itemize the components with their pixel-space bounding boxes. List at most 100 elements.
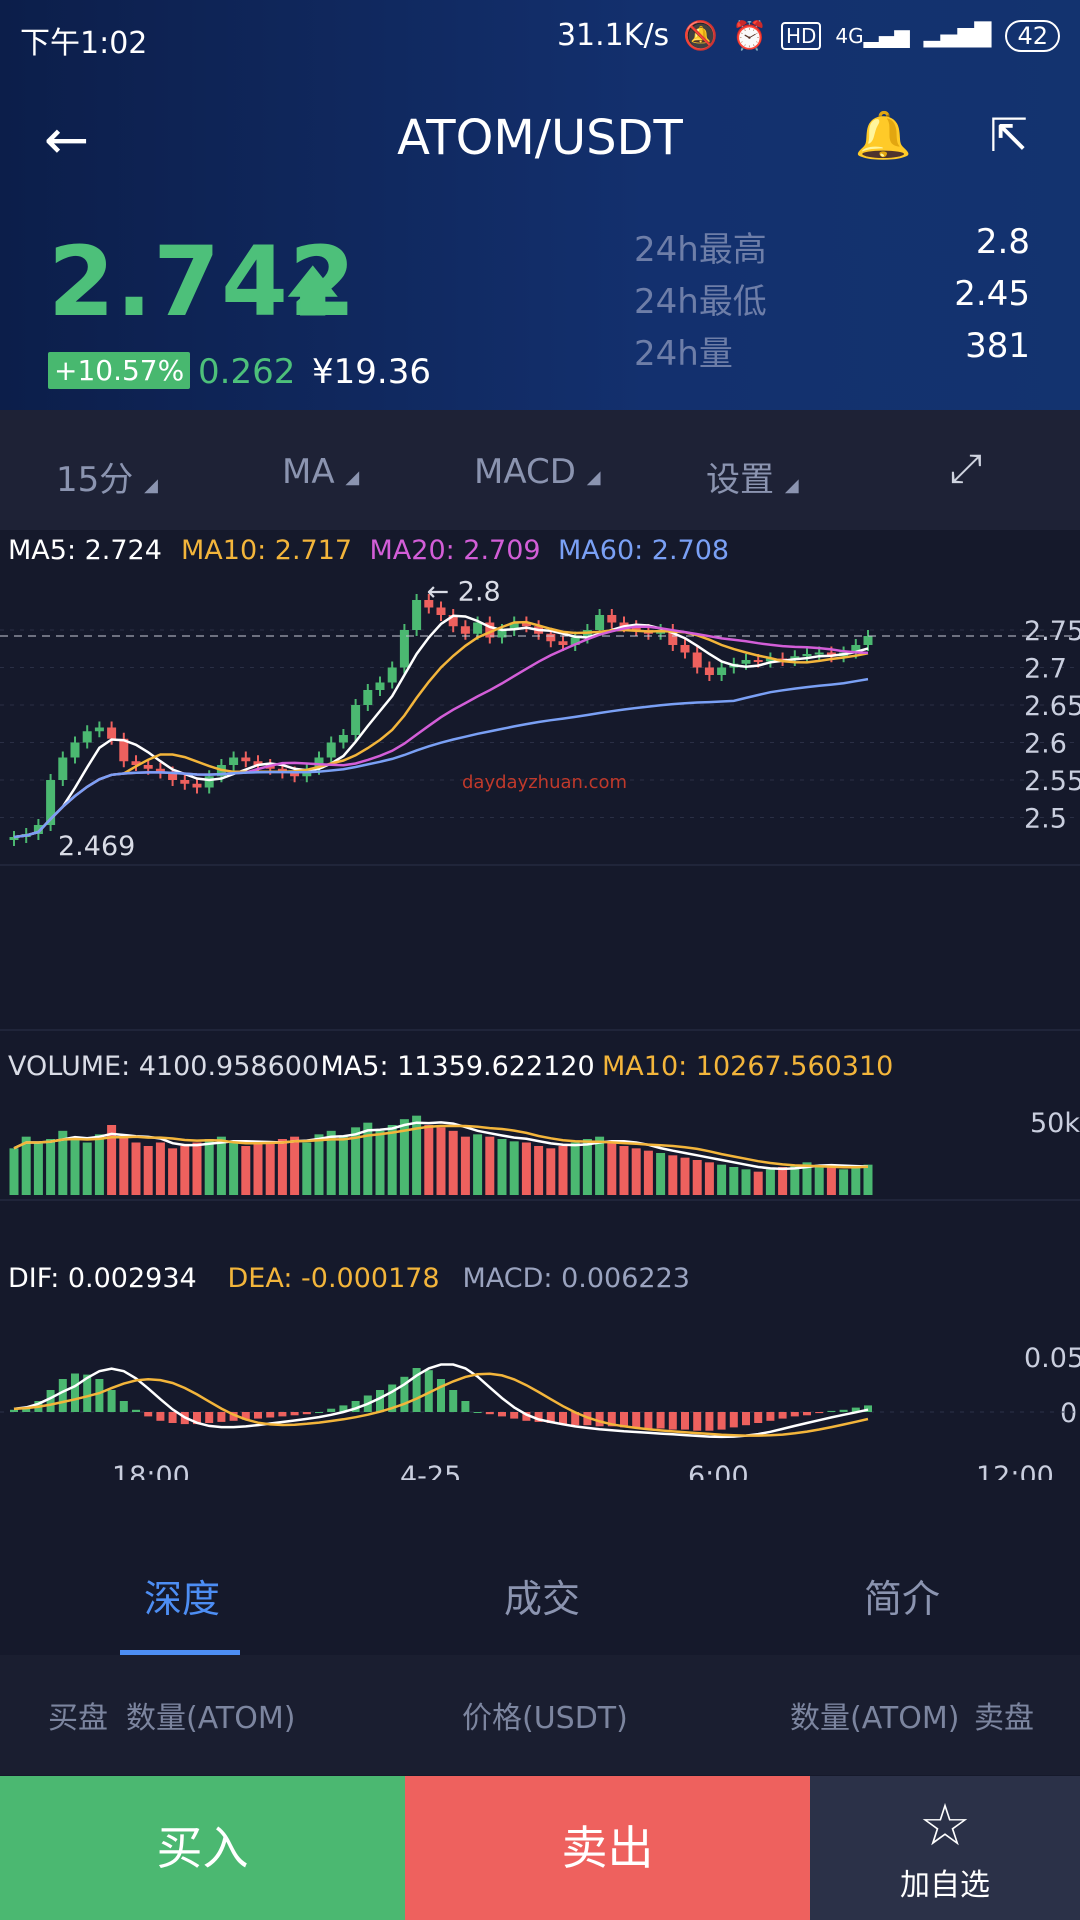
bell-plus-icon[interactable]: 🔔 [854, 108, 912, 162]
volume-bar [851, 1167, 861, 1195]
macd-bar [351, 1401, 360, 1412]
indicator-label: MA [282, 452, 335, 492]
candle-body [692, 652, 702, 668]
volume-bar [619, 1146, 629, 1195]
candle-body [802, 654, 812, 657]
price-tick-label: 2.5 [1024, 804, 1067, 835]
settings-dropdown[interactable]: 设置 ◢ [706, 452, 799, 501]
macd-bar [473, 1412, 482, 1413]
interval-dropdown[interactable]: 15分 ◢ [56, 452, 158, 501]
macd-bar [46, 1390, 55, 1412]
candle-body [485, 622, 495, 638]
macd-bar [229, 1412, 238, 1421]
price-column-label: 价格(USDT) [462, 1701, 628, 1736]
volume-bar [656, 1153, 666, 1195]
ticker-header: 下午1:02 31.1K/s 🔕 ⏰ HD 4G▂▄▆ ▂▄▆█ 42 ← AT… [0, 0, 1080, 410]
cny-price: ¥19.36 [312, 352, 431, 392]
macd-bar [571, 1412, 580, 1426]
macd-tick-label: 0.05 [1024, 1343, 1080, 1374]
volume-bar [314, 1134, 324, 1195]
volume-bar [668, 1155, 678, 1195]
macd-bar [534, 1412, 543, 1422]
macd-bar [302, 1412, 311, 1415]
legend-label: MA20: 2.709 [370, 535, 541, 566]
price-tick-label: 2.55 [1024, 766, 1080, 797]
macd-bar [803, 1412, 811, 1416]
macd-bar [119, 1401, 128, 1412]
volume-bar [680, 1157, 690, 1195]
page-title: ATOM/USDT [397, 110, 683, 166]
tab-trades[interactable]: 成交 [504, 1577, 581, 1621]
stat-low: 24h最低 2.45 [634, 274, 1030, 323]
price-tick-label: 2.7 [1024, 654, 1067, 685]
macd-bar [193, 1412, 201, 1425]
macd-bar [729, 1412, 738, 1428]
dropdown-caret-icon: ◢ [144, 475, 158, 496]
candle-body [826, 652, 836, 657]
legend-label: MA60: 2.708 [558, 535, 729, 566]
signal-icon: ▂▄▆█ [923, 23, 992, 48]
macd-bar [839, 1409, 848, 1412]
volume-bar [192, 1142, 202, 1195]
indicator-dropdown[interactable]: MA ◢ [282, 452, 359, 492]
ma-line [13, 620, 869, 839]
volume-bar [582, 1139, 592, 1195]
tab-depth[interactable]: 深度 [144, 1577, 221, 1621]
expand-icon[interactable]: ⤢ [950, 446, 982, 492]
volume-bar [473, 1134, 483, 1195]
macd-bar [132, 1409, 140, 1412]
volume-bar [351, 1127, 361, 1195]
macd-bar [461, 1401, 470, 1412]
volume-bar [863, 1164, 873, 1195]
kline-chart[interactable]: MA5: 2.724 MA10: 2.717 MA20: 2.709 MA60: 2.… [0, 530, 1080, 1480]
buy-button[interactable]: 买入 [0, 1776, 405, 1920]
volume-bar [375, 1130, 385, 1195]
favorite-label: 加自选 [900, 1868, 990, 1903]
volume-bar [595, 1136, 605, 1195]
candle-body [94, 727, 104, 732]
price-tick-label: 2.75 [1024, 616, 1080, 647]
add-favorite-button[interactable]: ☆ 加自选 [810, 1776, 1080, 1920]
candle-body [229, 757, 239, 765]
macd-bar [217, 1412, 226, 1422]
price-change: 0.262 [198, 352, 296, 392]
macd-bar [22, 1407, 31, 1412]
macd-bar [815, 1412, 824, 1414]
volume-bar [521, 1142, 531, 1195]
macd-bar [485, 1412, 494, 1415]
candle-body [168, 772, 178, 780]
stat-value: 2.45 [954, 274, 1030, 314]
candle-body [155, 768, 165, 773]
macd-bar [681, 1412, 689, 1430]
volume-bar [753, 1171, 763, 1195]
volume-bar [180, 1146, 190, 1195]
macd-bar [10, 1409, 18, 1412]
active-tab-indicator [120, 1650, 240, 1655]
star-plus-icon: ☆ [919, 1791, 971, 1859]
status-time: 下午1:02 [20, 26, 148, 61]
macd-bar [437, 1379, 445, 1412]
candle-body [375, 682, 385, 690]
sub-indicator-dropdown[interactable]: MACD ◢ [474, 452, 601, 492]
volume-bar [558, 1146, 568, 1195]
sell-qty-column-label: 数量(ATOM) [790, 1701, 960, 1736]
sell-button[interactable]: 卖出 [405, 1776, 810, 1920]
candle-body [241, 757, 251, 762]
buy-qty-column-label: 数量(ATOM) [126, 1701, 296, 1736]
candle-body [497, 630, 507, 638]
stat-high: 24h最高 2.8 [634, 222, 1030, 271]
volume-bar [765, 1169, 775, 1195]
volume-bar [570, 1142, 580, 1195]
volume-bar [131, 1142, 141, 1195]
current-price: 2.742 [48, 226, 357, 338]
back-arrow-icon[interactable]: ← [44, 108, 90, 171]
macd-bar [620, 1412, 628, 1428]
tab-intro[interactable]: 简介 [864, 1577, 941, 1621]
volume-bar [216, 1136, 226, 1195]
macd-bar [510, 1412, 519, 1419]
volume-bar [509, 1141, 519, 1195]
macd-bar [71, 1373, 79, 1412]
trade-actions: 买入 卖出 ☆ 加自选 [0, 1776, 1080, 1920]
share-icon[interactable]: ⇱ [989, 108, 1028, 162]
macd-bar [705, 1412, 714, 1431]
